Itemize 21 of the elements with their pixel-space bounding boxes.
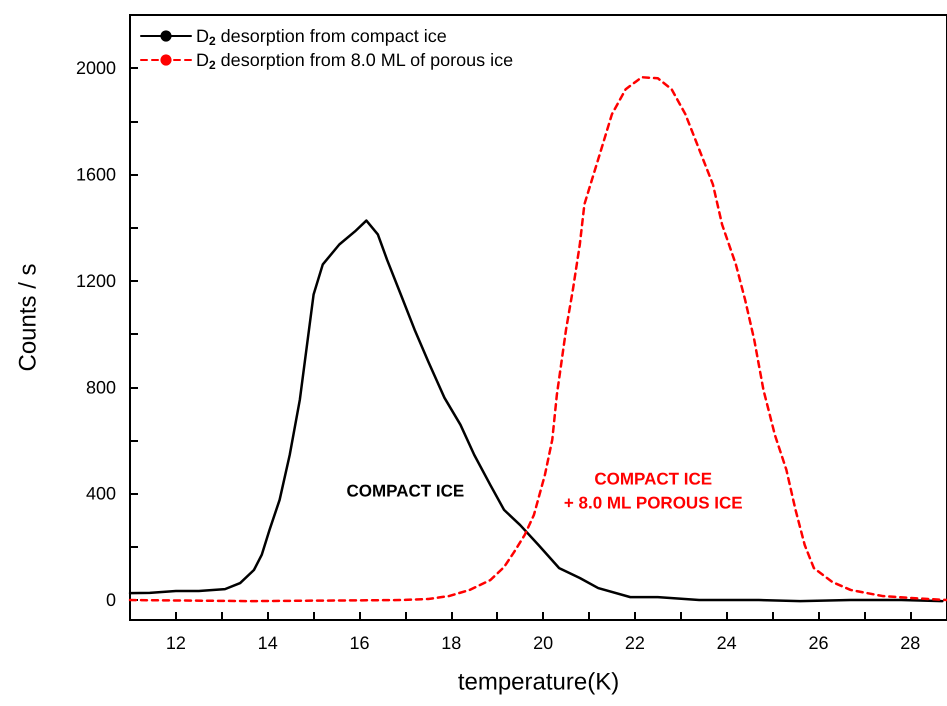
line-series — [128, 219, 944, 602]
annotation: COMPACT ICE — [346, 482, 464, 501]
x-tick-label: 28 — [900, 633, 920, 653]
x-tick-label: 24 — [716, 633, 737, 653]
x-axis-title: temperature(K) — [458, 668, 620, 696]
x-tick-label: 22 — [624, 633, 645, 653]
x-tick-label: 18 — [441, 633, 462, 653]
y-tick-label: 800 — [86, 377, 116, 398]
y-tick-label: 400 — [86, 484, 116, 504]
annotation: COMPACT ICE + 8.0 ML POROUS ICE — [564, 470, 743, 513]
line-series — [128, 76, 947, 602]
x-tick-label: 12 — [166, 633, 186, 653]
y-tick-label: 1600 — [76, 164, 116, 185]
y-tick-label: 1200 — [76, 270, 116, 291]
y-tick-label: 2000 — [76, 58, 116, 78]
x-tick-label: 20 — [533, 633, 554, 653]
x-tick-label: 14 — [258, 633, 278, 653]
y-tick-label: 0 — [106, 590, 116, 610]
x-tick-label: 26 — [808, 633, 828, 653]
y-axis-title: Counts / s — [14, 263, 42, 372]
x-tick-label: 16 — [349, 633, 370, 653]
